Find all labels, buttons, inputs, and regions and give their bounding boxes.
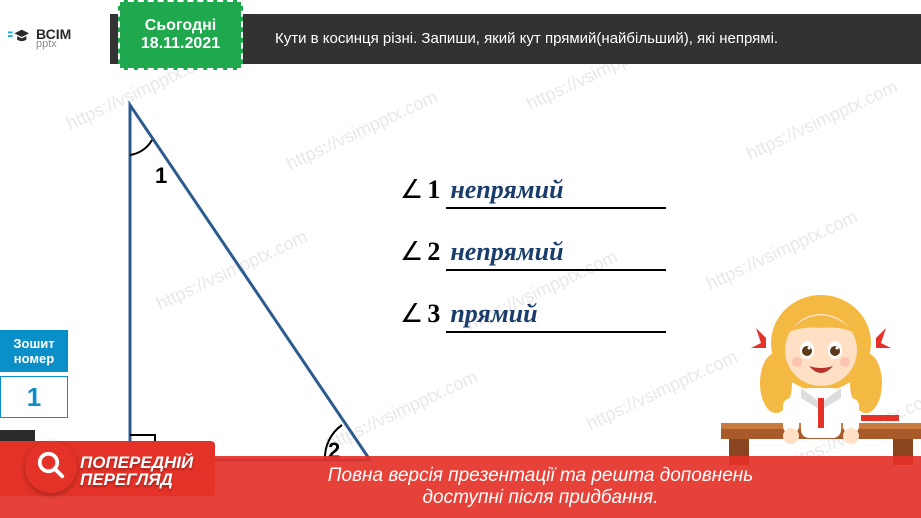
graduation-cap-icon [8,26,30,53]
logo: ВСІМ pptx [0,14,110,64]
answer-word: непрямий [450,175,563,204]
answer-row: ∠ 2 непрямий [400,237,666,271]
preview-line1: ПОПЕРЕДНІЙ [80,454,193,471]
answer-number: 1 [427,175,440,205]
preview-badge[interactable] [25,441,77,493]
magnifier-icon [36,450,66,485]
sidebar-zoshyt-label: Зошит номер [0,330,68,372]
date-badge: Сьогодні 18.11.2021 [118,0,243,70]
sidebar-number: 1 [0,376,68,418]
banner-line1: Повна версія презентації та решта доповн… [328,465,753,487]
preview-label: ПОПЕРЕДНІЙ ПЕРЕГЛЯД [80,454,193,488]
date-title: Сьогодні [145,17,216,35]
answer-row: ∠ 3 прямий [400,299,666,333]
date-value: 18.11.2021 [141,35,220,53]
answer-row: ∠ 1 непрямий [400,175,666,209]
logo-sub-text: pptx [36,40,71,50]
angle-symbol-icon: ∠ [400,175,423,205]
answers-block: ∠ 1 непрямий ∠ 2 непрямий ∠ 3 прямий [400,175,666,361]
banner-line2: доступні після придбання. [423,487,659,509]
answer-word: непрямий [450,237,563,266]
sidebar-zoshyt-text: Зошит [2,336,66,351]
answer-number: 3 [427,299,440,329]
preview-line2: ПЕРЕГЛЯД [80,471,193,488]
angle-label-1: 1 [155,163,167,189]
answer-number: 2 [427,237,440,267]
girl-character [751,288,891,463]
answer-word: прямий [450,299,537,328]
sidebar-nomer-text: номер [2,351,66,366]
watermark: https://vsimpptx.com [743,76,901,164]
angle-symbol-icon: ∠ [400,237,423,267]
angle-symbol-icon: ∠ [400,299,423,329]
watermark: https://vsimpptx.com [703,206,861,294]
task-instruction: Кути в косинця різні. Запиши, який кут п… [275,30,778,47]
